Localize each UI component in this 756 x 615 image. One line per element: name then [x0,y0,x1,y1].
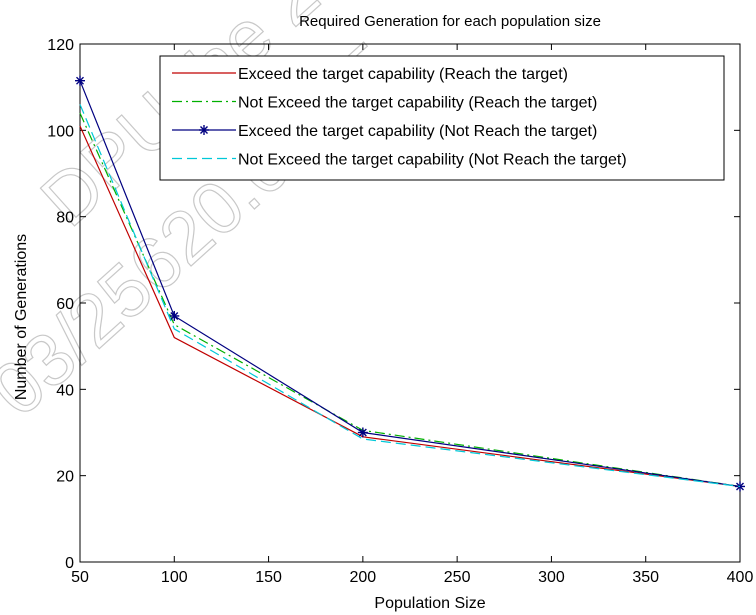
x-tick-label: 50 [71,569,89,586]
y-tick-label: 20 [56,469,74,486]
legend-label-3: Exceed the target capability (Not Reach … [238,123,597,140]
legend: Exceed the target capability (Reach the … [159,55,725,181]
legend-label-2: Not Exceed the target capability (Reach … [238,95,597,112]
series-line-2 [79,112,741,488]
y-tick-label: 120 [47,37,74,54]
x-tick-label: 200 [350,569,377,586]
x-tick-label: 100 [161,569,188,586]
y-tick-label: 60 [56,296,74,313]
axis-ticks: 50 100 150 200 250 300 350 400 0 20 40 60 80 100 120 [47,37,753,586]
legend-label-1: Exceed the target capability (Reach the … [238,66,568,83]
legend-marker [199,125,209,135]
data-point-marker [75,75,85,86]
x-tick-label: 400 [727,569,754,586]
x-tick-label: 350 [632,569,659,586]
y-tick-label: 100 [47,123,74,140]
x-tick-label: 300 [538,569,565,586]
series-line-4 [79,104,741,488]
chart-title: Required Generation for each population … [299,13,601,30]
y-tick-label: 40 [56,382,74,399]
x-tick-label: 250 [444,569,471,586]
series-line-1 [79,125,741,488]
data-point-marker [169,310,180,321]
y-tick-label: 80 [56,210,74,227]
legend-box [159,55,725,181]
legend-label-4: Not Exceed the target capability (Not Re… [238,152,627,169]
series-line-3 [79,80,741,488]
data-point-marker [357,427,368,438]
series-group [75,75,745,492]
x-axis-title: Population Size [374,595,485,612]
y-axis-title: Number of Generations [13,234,30,400]
x-tick-label: 150 [255,569,282,586]
y-tick-label: 0 [65,555,74,572]
